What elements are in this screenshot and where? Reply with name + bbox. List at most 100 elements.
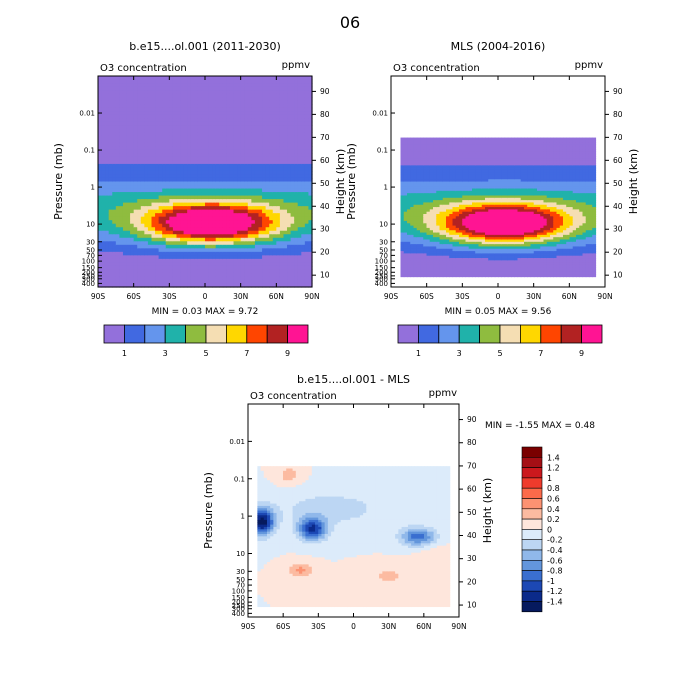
field-cell xyxy=(126,107,131,112)
field-cell xyxy=(258,121,263,126)
field-cell xyxy=(429,220,434,224)
field-cell xyxy=(462,211,467,215)
field-cell xyxy=(410,156,415,160)
field-cell xyxy=(462,239,467,243)
field-cell xyxy=(151,128,156,133)
field-cell xyxy=(462,137,467,141)
field-cell xyxy=(205,272,210,278)
field-cell xyxy=(233,220,238,225)
field-cell xyxy=(151,118,156,123)
field-cell xyxy=(269,86,274,91)
field-cell xyxy=(219,192,224,197)
field-cell xyxy=(446,248,450,252)
field-cell xyxy=(130,100,135,105)
field-cell xyxy=(162,125,167,130)
field-cell xyxy=(301,248,306,253)
field-cell xyxy=(265,269,270,274)
field-cell xyxy=(190,153,195,158)
field-cell xyxy=(433,216,437,220)
field-cell xyxy=(251,139,256,144)
field-cell xyxy=(140,174,145,179)
field-cell xyxy=(262,234,267,239)
field-cell xyxy=(119,251,124,256)
field-cell xyxy=(240,244,245,249)
field-cell xyxy=(229,248,235,253)
field-cell xyxy=(423,237,428,241)
field-cell xyxy=(215,135,220,140)
field-cell xyxy=(426,218,431,222)
field-cell xyxy=(144,174,149,179)
field-cell xyxy=(455,142,460,146)
field-cell xyxy=(423,209,428,213)
field-cell xyxy=(254,283,260,288)
field-cell xyxy=(403,209,408,213)
field-cell xyxy=(208,265,213,271)
field-cell xyxy=(201,230,206,235)
field-cell xyxy=(455,253,460,257)
field-cell xyxy=(212,104,217,109)
field-cell xyxy=(165,283,170,288)
field-cell xyxy=(462,234,467,238)
field-cell xyxy=(433,232,437,236)
field-cell xyxy=(423,202,428,206)
field-cell xyxy=(400,167,405,171)
field-cell xyxy=(183,227,188,232)
field-cell xyxy=(187,128,192,133)
field-cell xyxy=(101,272,106,278)
field-cell xyxy=(420,230,424,234)
field-cell xyxy=(140,251,145,256)
field-cell xyxy=(119,230,124,235)
field-cell xyxy=(169,244,174,249)
field-cell xyxy=(455,209,460,213)
field-cell xyxy=(247,121,252,126)
field-cell xyxy=(183,128,188,133)
field-cell xyxy=(130,174,135,179)
field-cell xyxy=(229,104,235,109)
field-cell xyxy=(101,181,106,186)
field-cell xyxy=(294,142,299,147)
field-cell xyxy=(426,255,431,259)
y-tick-label: 0.01 xyxy=(79,110,95,118)
field-cell xyxy=(446,253,450,257)
field-cell xyxy=(147,100,153,105)
field-cell xyxy=(144,192,149,197)
field-cell xyxy=(219,241,224,246)
field-cell xyxy=(262,241,267,246)
field-cell xyxy=(115,160,120,165)
field-cell xyxy=(101,230,106,235)
field-cell xyxy=(197,86,203,91)
field-cell xyxy=(297,125,302,130)
field-cell xyxy=(279,262,285,267)
field-cell xyxy=(126,114,131,119)
field-cell xyxy=(126,118,131,123)
field-cell xyxy=(290,283,295,288)
field-cell xyxy=(219,132,224,137)
field-cell xyxy=(158,90,163,95)
field-cell xyxy=(449,176,454,180)
field-cell xyxy=(98,234,103,239)
field-cell xyxy=(449,158,454,162)
field-cell xyxy=(272,97,277,102)
field-cell xyxy=(407,260,411,264)
field-cell xyxy=(240,118,245,123)
field-cell xyxy=(449,202,454,206)
field-cell xyxy=(423,190,428,194)
field-cell xyxy=(468,207,473,210)
field-cell xyxy=(468,169,473,173)
field-cell xyxy=(115,132,120,137)
field-cell xyxy=(244,177,249,183)
field-cell xyxy=(276,76,281,81)
field-cell xyxy=(262,156,267,161)
field-cell xyxy=(147,220,153,225)
field-cell xyxy=(101,206,106,211)
field-cell xyxy=(442,200,447,204)
field-cell xyxy=(413,163,418,166)
field-cell xyxy=(423,153,428,157)
field-cell xyxy=(201,177,206,183)
field-cell xyxy=(212,125,217,130)
field-cell xyxy=(279,230,285,235)
field-cell xyxy=(265,125,270,130)
field-cell xyxy=(304,213,310,218)
field-cell xyxy=(407,167,411,171)
field-cell xyxy=(233,216,238,221)
